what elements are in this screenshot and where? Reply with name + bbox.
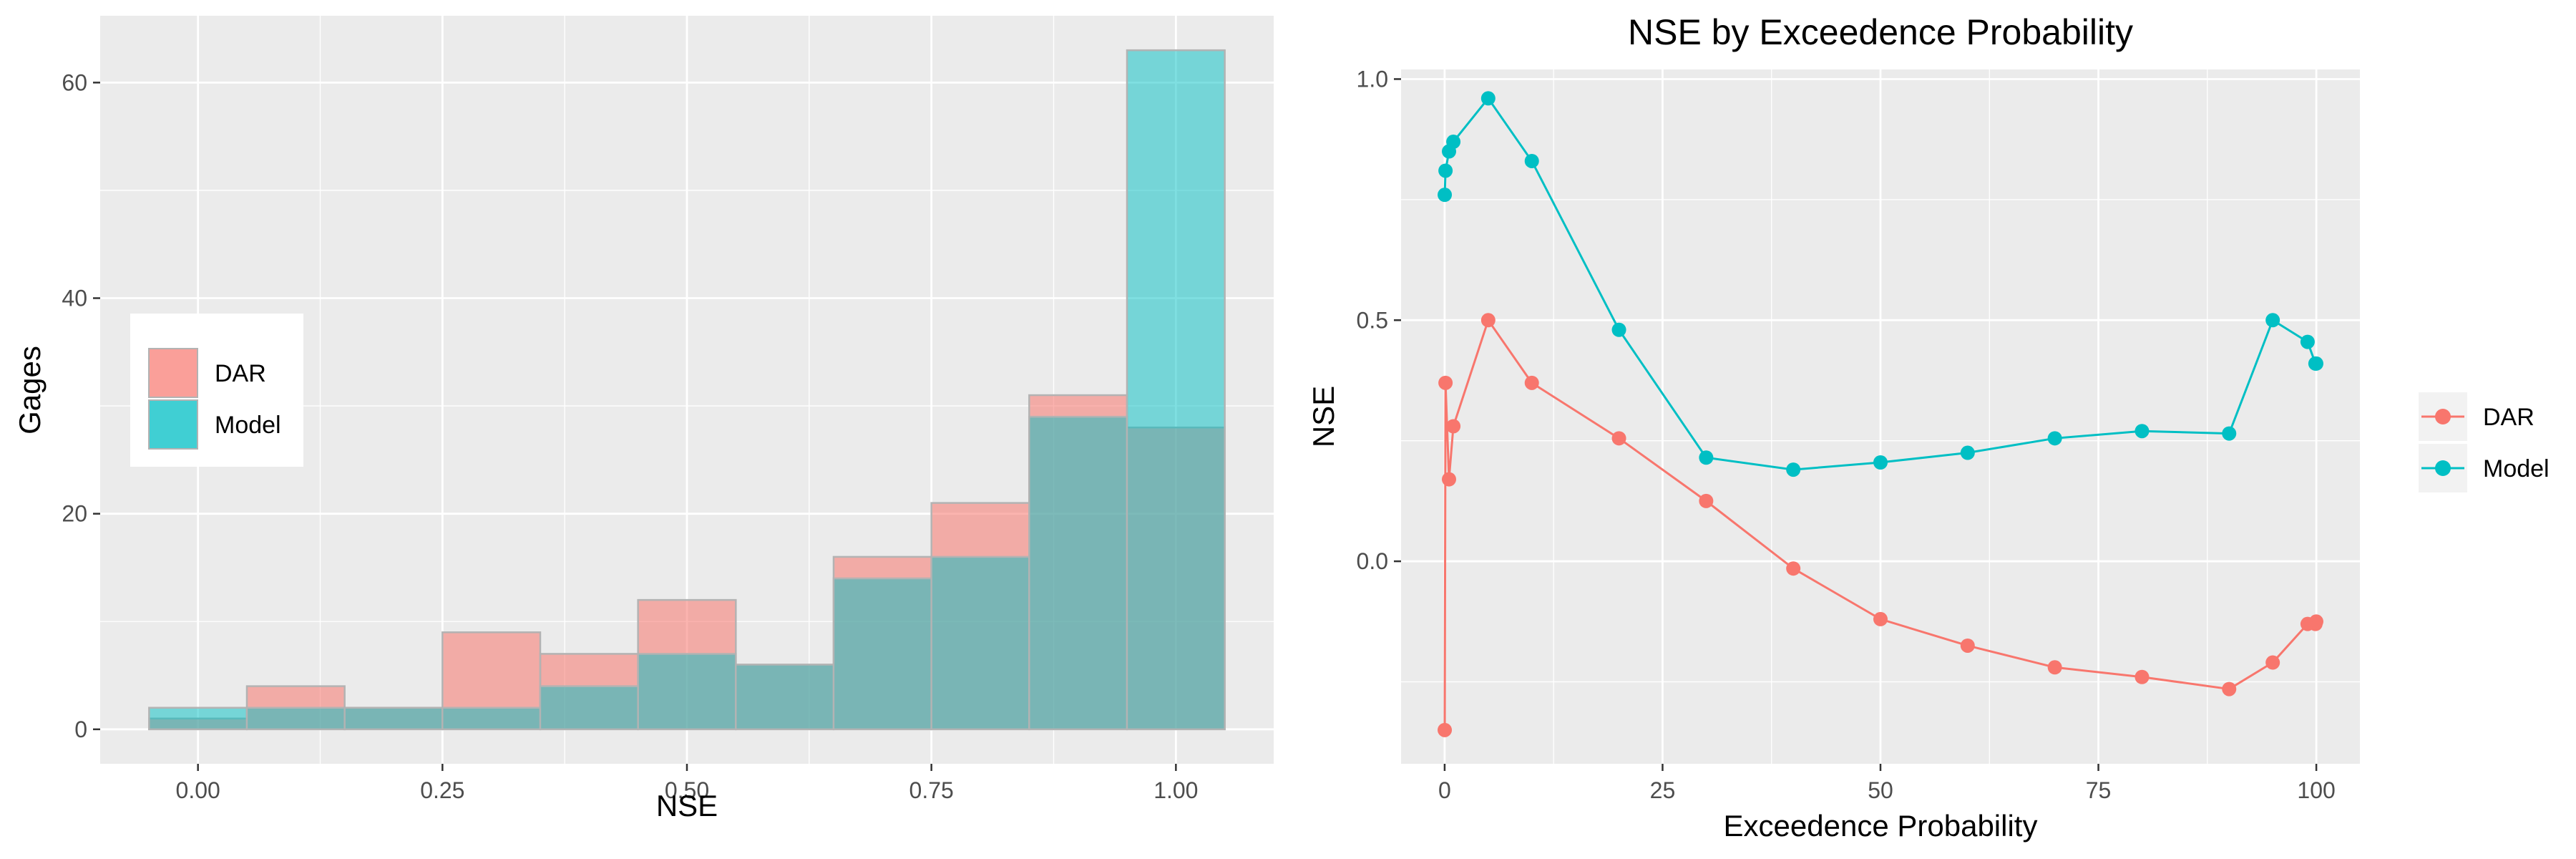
legend-point-dar — [2435, 409, 2451, 424]
hist-bar-model — [637, 653, 737, 731]
series-point-dar — [2222, 681, 2237, 697]
series-point-model — [2265, 313, 2280, 328]
hist-x-tick-label: 0.25 — [420, 777, 464, 803]
series-point-dar — [1438, 375, 1453, 390]
line-x-tick-label: 100 — [2297, 777, 2335, 803]
series-point-model — [2300, 334, 2315, 349]
line-x-tick-label: 25 — [1650, 777, 1676, 803]
hist-bar-model — [441, 707, 542, 731]
series-point-model — [2308, 356, 2323, 371]
legend-point-model — [2435, 460, 2451, 476]
series-point-model — [2222, 426, 2237, 441]
series-point-dar — [1524, 375, 1539, 390]
series-point-dar — [2135, 669, 2150, 684]
line-y-tick-label: 0.5 — [1357, 307, 1388, 333]
series-point-dar — [1960, 638, 1975, 653]
line-chart: NSE by Exceedence Probability 0.00.51.0 … — [1307, 12, 2550, 843]
series-point-model — [1873, 455, 1888, 470]
line-chart-gridlines — [1401, 69, 2360, 764]
hist-y-tick-label: 20 — [62, 501, 87, 527]
line-chart-legend: DAR Model — [2419, 392, 2550, 492]
series-point-model — [1960, 445, 1975, 460]
histogram-x-ticks: 0.00 0.25 0.50 0.75 1.00 — [176, 764, 1198, 803]
line-chart-y-axis-title: NSE — [1307, 386, 1340, 447]
line-legend-label-dar: DAR — [2483, 404, 2534, 431]
hist-x-tick-label: 0.75 — [909, 777, 954, 803]
series-point-model — [2135, 424, 2150, 439]
series-point-dar — [1442, 472, 1456, 487]
histogram-bars-model — [148, 49, 1226, 731]
series-point-dar — [2047, 660, 2062, 675]
series-point-model — [2047, 431, 2062, 446]
hist-y-tick-label: 60 — [62, 69, 87, 95]
series-point-dar — [2265, 655, 2280, 670]
hist-bar-model — [1126, 49, 1226, 731]
series-point-model — [1786, 462, 1801, 477]
series-line-dar — [1443, 317, 2318, 730]
series-point-model — [1699, 450, 1714, 465]
series-point-dar — [1438, 722, 1453, 737]
series-point-model — [1446, 135, 1461, 150]
hist-x-tick-label: 0.00 — [176, 777, 220, 803]
line-chart-x-axis-title: Exceedence Probability — [1724, 809, 2038, 843]
line-y-tick-label: 1.0 — [1357, 66, 1388, 92]
series-point-dar — [1786, 561, 1801, 576]
hist-y-tick-label: 40 — [62, 286, 87, 311]
line-x-tick-label: 0 — [1438, 777, 1451, 803]
line-chart-series — [1438, 91, 2323, 737]
line-x-tick-label: 75 — [2086, 777, 2112, 803]
hist-bar-model — [245, 707, 346, 731]
line-chart-title: NSE by Exceedence Probability — [1628, 12, 2133, 52]
hist-bar-model — [930, 555, 1030, 731]
histogram-y-axis-title: Gages — [13, 346, 47, 435]
hist-bar-model — [148, 707, 248, 731]
hist-bar-model — [343, 707, 444, 731]
series-point-model — [1438, 163, 1453, 178]
hist-bar-model — [539, 685, 639, 731]
hist-x-tick-label: 0.50 — [665, 777, 709, 803]
series-point-model — [1611, 322, 1626, 337]
series-point-model — [1524, 153, 1539, 168]
series-point-dar — [1699, 493, 1714, 508]
histogram-x-axis-title: NSE — [656, 789, 718, 822]
histogram-legend: DAR Model — [130, 314, 303, 467]
line-chart-x-ticks: 0 25 50 75 100 — [1438, 764, 2336, 803]
legend-key-dar — [148, 348, 198, 398]
legend-key-model — [148, 399, 198, 450]
series-point-dar — [1446, 419, 1461, 434]
hist-bar-model — [1028, 415, 1128, 731]
hist-x-tick-label: 1.00 — [1153, 777, 1198, 803]
series-point-dar — [1611, 431, 1626, 446]
legend-label-dar: DAR — [215, 360, 266, 387]
line-y-tick-label: 0.0 — [1357, 548, 1388, 574]
histogram-chart: 0 20 40 60 0.00 0.25 0.50 0.75 1.00 NSE Gages D… — [13, 16, 1274, 822]
hist-bar-model — [832, 577, 932, 731]
series-point-dar — [1480, 313, 1496, 328]
series-point-model — [1438, 188, 1453, 203]
line-chart-y-ticks: 0.0 0.5 1.0 — [1357, 66, 1401, 574]
line-x-tick-label: 50 — [1868, 777, 1893, 803]
hist-bar-model — [735, 664, 835, 731]
histogram-y-ticks: 0 20 40 60 — [62, 69, 100, 742]
series-point-model — [1480, 91, 1496, 106]
legend-label-model: Model — [215, 412, 281, 439]
series-point-dar — [1873, 611, 1888, 626]
series-point-dar — [2308, 614, 2323, 629]
hist-y-tick-label: 0 — [74, 717, 87, 742]
line-legend-label-model: Model — [2483, 455, 2550, 482]
